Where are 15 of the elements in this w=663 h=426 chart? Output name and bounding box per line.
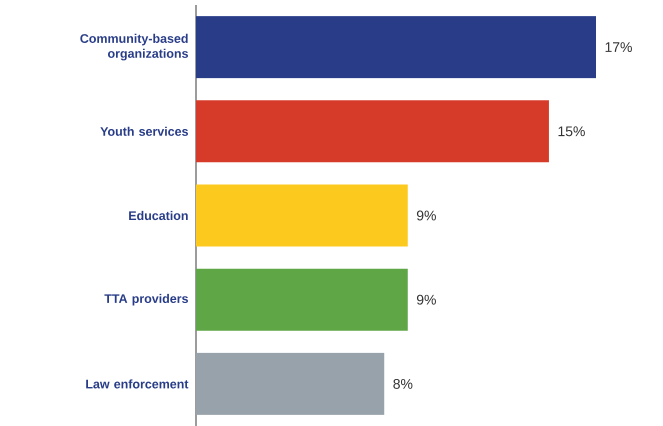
bar: [196, 184, 408, 247]
bar: [196, 268, 408, 331]
y-tick-label: TTA providers: [104, 294, 188, 306]
data-label: 8%: [393, 378, 412, 389]
y-tick-label: Law enforcement: [86, 379, 188, 388]
data-label: 9%: [416, 294, 436, 305]
data-label: 15%: [558, 126, 585, 136]
data-label: 17%: [606, 42, 632, 52]
y-tick-label: Community-based organizations: [80, 34, 188, 60]
y-tick-label: Education: [129, 210, 188, 220]
bar: [196, 352, 384, 415]
bar: [196, 16, 596, 78]
data-label: 9%: [416, 210, 436, 220]
bar: [196, 100, 549, 162]
y-tick-label: Youth services: [100, 126, 188, 136]
